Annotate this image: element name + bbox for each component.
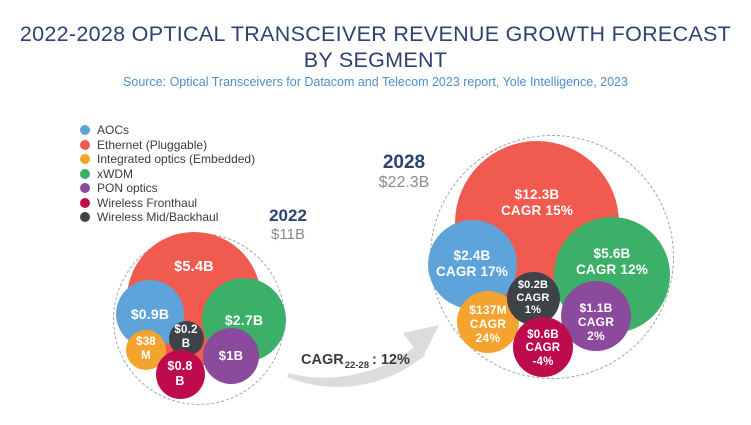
legend-item-wireless-mid-backhaul: Wireless Mid/Backhaul [80,210,255,225]
bubble-value-label: $38 M [136,336,156,362]
legend-swatch-icon [80,139,90,150]
legend-label: Wireless Mid/Backhaul [97,210,219,225]
bubble-2028-wireless-mid-backhaul: $0.2B CAGR 1% [506,271,560,325]
cluster-label-2022: 2022 $11B [269,206,307,243]
page-title: 2022-2028 OPTICAL TRANSCEIVER REVENUE GR… [0,21,751,73]
legend-item-wireless-fronthaul: Wireless Fronthaul [80,196,255,211]
bubble-value-label: $5.6B CAGR 12% [575,246,649,277]
legend-swatch-icon [80,154,90,165]
bubble-value-label: $1.1B CAGR 2% [577,300,615,344]
growth-arrow-icon [287,325,439,387]
legend-swatch-icon [80,168,90,179]
cluster-year: 2028 [382,152,426,173]
legend-label: AOCs [97,123,130,138]
cluster-label-2028: 2028 $22.3B [379,152,430,192]
bubble-value-label: $0.8 B [167,359,193,388]
bubble-value-label: $2.7B [224,311,264,328]
cagr-annotation-period: 22-28 [344,359,370,371]
cagr-annotation-prefix: CAGR [301,352,344,368]
bubble-value-label: $1B [218,348,244,364]
legend-label: Integrated optics (Embedded) [97,152,256,167]
bubble-2022-wireless-fronthaul: $0.8 B [155,349,205,399]
cluster-total: $22.3B [378,174,430,191]
legend-label: PON optics [97,181,158,196]
cagr-annotation-value: : 12% [372,352,410,368]
source-caption: Source: Optical Transceivers for Datacom… [123,75,628,89]
bubble-value-label: $0.2 B [174,324,198,350]
bubble-2028-pon-optics: $1.1B CAGR 2% [561,281,631,351]
cagr-annotation: CAGR22-28: 12% [301,352,410,371]
title-line-1: 2022-2028 OPTICAL TRANSCEIVER REVENUE GR… [19,22,732,46]
legend-swatch-icon [80,125,90,136]
bubble-2028-wireless-fronthaul: $0.6B CAGR -4% [513,317,573,377]
bubble-value-label: $137M CAGR 24% [469,302,507,346]
legend-label: Wireless Fronthaul [97,195,198,210]
growth-arrow [283,313,448,395]
legend-item-pon-optics: PON optics [80,181,255,196]
legend-label: xWDM [97,166,133,181]
bubble-value-label: $0.6B CAGR -4% [525,328,561,368]
cluster-total: $11B [271,226,305,243]
bubble-value-label: $0.2B CAGR 1% [516,278,550,317]
legend-swatch-icon [80,212,90,223]
legend-item-aocs: AOCs [80,123,255,138]
legend-swatch-icon [80,197,90,208]
legend-item-xwdm: xWDM [80,167,255,182]
bubble-value-label: $2.4B CAGR 17% [435,248,509,279]
legend-item-integrated-optics: Integrated optics (Embedded) [80,152,255,167]
title-line-2: BY SEGMENT [303,48,448,72]
legend-label: Ethernet (Pluggable) [97,137,208,152]
legend-item-ethernet-pluggable: Ethernet (Pluggable) [80,138,255,153]
cluster-year: 2022 [269,206,307,225]
bubble-value-label: $5.4B [174,259,214,276]
legend-swatch-icon [80,183,90,194]
legend: AOCs Ethernet (Pluggable) Integrated optic… [80,123,255,225]
bubble-value-label: $0.9B [130,305,170,322]
bubble-2028-integrated-optics: $137M CAGR 24% [457,291,519,353]
bubble-value-label: $12.3B CAGR 15% [500,187,574,218]
bubble-2022-pon-optics: $1B [203,328,259,384]
